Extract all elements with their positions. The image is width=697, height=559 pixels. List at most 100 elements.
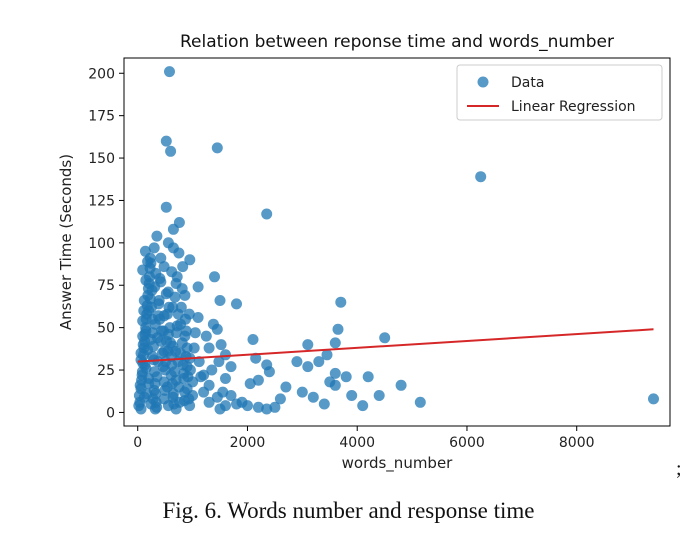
data-point [203,396,215,408]
data-point [247,334,259,345]
data-point [252,401,264,413]
legend: Data Linear Regression [456,64,663,121]
data-point [296,386,308,398]
data-point [180,325,192,337]
data-point [231,298,242,310]
x-tick-label: 6000 [449,435,485,451]
scatter-chart: 0 2000 4000 6000 8000 0 25 50 75 100 125 150 175 200… [57,32,671,473]
data-point [192,312,204,323]
trailing-semicolon: ; [676,458,682,480]
data-point [145,257,157,269]
data-point [136,374,148,386]
data-point [149,366,160,378]
data-point [329,367,341,379]
data-point [263,366,275,378]
data-point [414,396,426,408]
data-point [225,361,237,373]
data-point [220,349,231,361]
y-tick-label: 200 [88,66,115,82]
data-point [213,356,225,368]
x-tick-label: 2000 [230,435,266,451]
data-point [170,345,182,357]
data-point [379,332,391,344]
y-tick-label: 0 [106,405,115,421]
data-point [133,400,145,412]
x-tick-label: 0 [133,435,142,451]
data-point [362,371,374,383]
data-points [133,66,659,415]
data-point [206,364,218,376]
data-point [329,337,341,349]
data-point [156,347,168,359]
data-point [318,398,330,410]
y-tick-label: 25 [97,363,115,379]
y-tick-label: 50 [97,321,115,337]
data-point [169,366,181,378]
data-point [149,378,161,390]
data-point [177,359,189,371]
data-point [165,337,177,349]
data-point [236,396,248,408]
x-axis-label: words_number [342,454,454,473]
data-point [170,327,182,339]
data-point [176,283,188,295]
figure-caption: Fig. 6. Words number and response time [162,498,535,523]
y-axis-ticks: 0 25 50 75 100 125 150 175 200 [88,66,124,421]
data-point [211,391,223,403]
data-point [163,301,175,313]
data-point [215,339,227,351]
data-point [373,390,385,401]
regression-line-layer [137,328,654,363]
data-point [151,401,163,413]
data-point [174,396,186,408]
y-tick-label: 125 [88,193,115,209]
data-point [150,388,162,400]
data-point [261,208,273,220]
data-point [335,296,347,308]
data-point [162,286,174,298]
data-point [177,261,189,273]
data-point [250,352,262,364]
data-point [180,313,191,325]
data-point [203,342,215,354]
data-point [280,381,292,393]
y-tick-label: 175 [88,109,115,125]
legend-data-marker [477,76,489,88]
data-point [340,371,352,383]
y-tick-label: 100 [88,236,115,252]
legend-data-label: Data [511,75,544,91]
data-point [198,386,210,398]
data-point [145,301,157,313]
data-point [648,393,659,405]
data-point [346,390,358,401]
y-tick-label: 150 [88,151,115,167]
data-point [475,171,487,183]
data-point [209,271,220,283]
data-point [244,378,256,390]
data-point [291,356,303,368]
data-point [211,142,223,154]
data-point [147,340,159,352]
plot-frame [123,57,671,427]
x-tick-label: 4000 [339,435,375,451]
data-point [133,390,145,401]
data-point [159,384,171,396]
data-point [160,201,172,213]
data-point [184,254,196,266]
data-point [274,393,286,405]
data-point [395,379,407,391]
data-point [136,366,148,378]
data-point [153,295,165,306]
data-point [192,281,204,293]
y-tick-label: 75 [97,278,115,294]
data-point [220,373,231,384]
data-point [171,271,183,283]
data-point [151,230,163,242]
data-point [214,403,226,415]
regression-line [137,328,654,363]
data-point [182,371,194,383]
data-point [165,145,177,157]
data-point [332,323,344,335]
data-point [357,400,369,412]
data-point [302,361,314,373]
